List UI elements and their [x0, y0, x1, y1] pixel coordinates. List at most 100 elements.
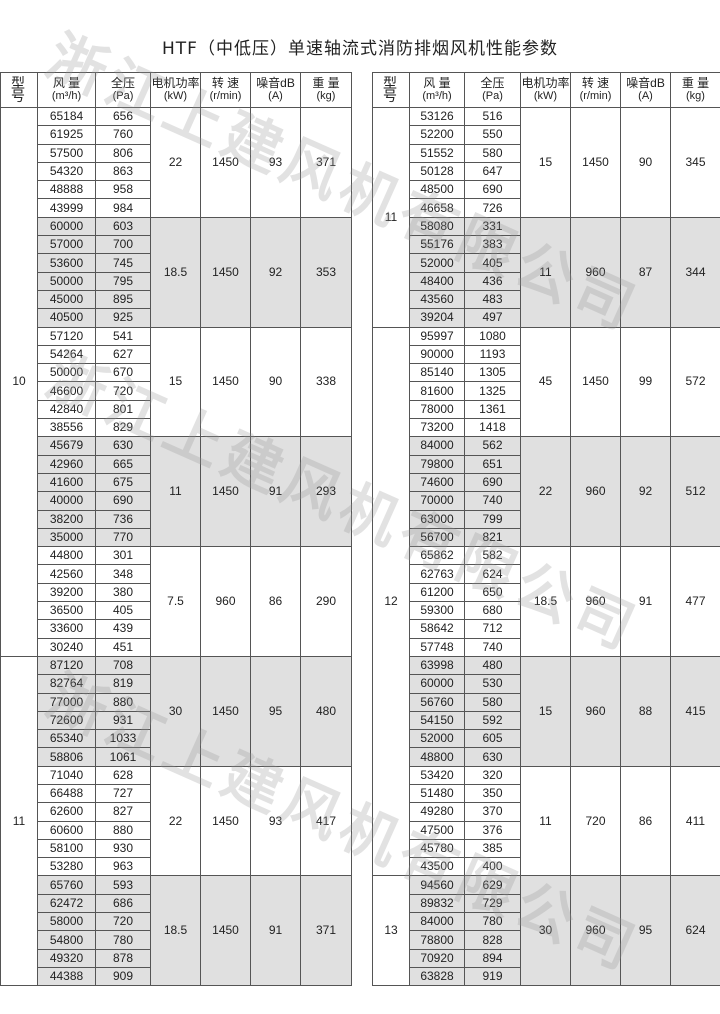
column-header-unit: (m³/h) [422, 90, 452, 102]
power-cell: 11 [520, 216, 571, 328]
weight-cell: 417 [300, 765, 352, 877]
column-header-label: 全压 [110, 76, 135, 90]
table-row: 38556 829 [1, 418, 352, 438]
airflow-cell: 63000 [409, 509, 465, 529]
airflow-cell: 53600 [37, 253, 96, 273]
table-row: 90000 1193 [373, 344, 720, 365]
column-header: 重 量 (kg) [670, 72, 720, 108]
model-cell: 11 [372, 107, 410, 328]
table-row: 84000 780 [373, 912, 720, 932]
column-header: 重 量 (kg) [300, 72, 352, 108]
pressure-cell: 878 [95, 948, 151, 968]
weight-cell: 345 [670, 107, 720, 218]
airflow-cell: 71040 [37, 765, 96, 785]
airflow-cell: 61925 [37, 125, 96, 145]
weight-cell: 338 [300, 326, 352, 438]
airflow-cell: 84000 [409, 912, 465, 932]
airflow-cell: 94560 [409, 875, 465, 895]
table-row: 61200 650 [373, 582, 720, 603]
table-row: 79800 651 [373, 454, 720, 474]
airflow-cell: 46600 [37, 381, 96, 401]
airflow-cell: 95997 [409, 326, 465, 346]
airflow-cell: 53420 [409, 765, 465, 785]
noise-cell: 86 [620, 765, 671, 877]
airflow-cell: 39200 [37, 582, 96, 603]
power-cell: 22 [520, 436, 571, 548]
pressure-cell: 925 [95, 308, 151, 328]
airflow-cell: 38556 [37, 418, 96, 438]
column-header: 型 号 [372, 72, 410, 108]
airflow-cell: 58806 [37, 747, 96, 767]
power-cell: 11 [150, 436, 201, 548]
table-row: 43560 483 [373, 289, 720, 310]
table-row: 53420 320 11 720 86 411 [373, 765, 720, 877]
table-row: 57000 700 [1, 235, 352, 255]
pressure-cell: 1418 [464, 418, 521, 438]
table-row: 36500 405 [1, 601, 352, 621]
table-row: 85140 1305 [373, 363, 720, 383]
table-row: 60600 880 [1, 820, 352, 840]
table-row: 35000 770 [1, 527, 352, 548]
column-header-label: 电机功率 [151, 76, 200, 90]
airflow-cell: 73200 [409, 418, 465, 438]
weight-cell: 371 [300, 875, 352, 987]
column-header-label: 重 量 [312, 76, 340, 90]
airflow-cell: 65340 [37, 729, 96, 749]
airflow-cell: 41600 [37, 472, 96, 493]
speed-cell: 1450 [570, 107, 621, 218]
airflow-cell: 35000 [37, 527, 96, 548]
pressure-cell: 931 [95, 710, 151, 731]
pressure-cell: 690 [95, 491, 151, 511]
pressure-cell: 930 [95, 838, 151, 859]
noise-cell: 90 [620, 107, 671, 218]
pressure-cell: 690 [464, 180, 521, 200]
airflow-cell: 70000 [409, 491, 465, 511]
airflow-cell: 60000 [37, 216, 96, 237]
airflow-cell: 39204 [409, 308, 465, 328]
table-row: 70000 740 [373, 491, 720, 511]
pressure-cell: 909 [95, 966, 151, 987]
column-header-label: 型 号 [383, 75, 399, 104]
pressure-cell: 680 [464, 601, 521, 621]
airflow-cell: 50000 [37, 271, 96, 291]
airflow-cell: 63998 [409, 655, 465, 676]
speed-cell: 1450 [200, 655, 251, 767]
table-row: 48500 690 [373, 180, 720, 200]
airflow-cell: 52000 [409, 729, 465, 749]
table-row: 11 87120 708 30 1450 95 480 [0, 655, 352, 987]
table-row: 51552 580 [373, 143, 720, 163]
airflow-cell: 45780 [409, 838, 465, 859]
pressure-cell: 380 [95, 582, 151, 603]
power-cell: 18.5 [520, 546, 571, 657]
column-header-unit: (Pa) [482, 90, 503, 102]
table-row: 63000 799 [373, 509, 720, 529]
model-cell: 11 [0, 655, 38, 987]
column-header-unit: (m³/h) [51, 90, 82, 102]
airflow-cell: 52000 [409, 253, 465, 273]
noise-cell: 91 [250, 875, 301, 987]
pressure-cell: 370 [464, 802, 521, 822]
table-row: 48800 630 [373, 747, 720, 767]
pressure-cell: 880 [95, 692, 151, 712]
model-cell: 13 [372, 875, 410, 987]
power-cell: 30 [520, 875, 571, 987]
power-cell: 18.5 [150, 875, 201, 987]
table-row: 58100 930 [1, 838, 352, 859]
table-row: 41600 675 [1, 472, 352, 493]
noise-cell: 91 [250, 436, 301, 548]
pressure-cell: 624 [464, 564, 521, 584]
power-cell: 7.5 [150, 546, 201, 657]
noise-cell: 90 [250, 326, 301, 438]
airflow-cell: 40000 [37, 491, 96, 511]
table-row: 13 94560 629 30 960 95 624 [372, 875, 720, 987]
pressure-cell: 740 [464, 637, 521, 657]
airflow-cell: 54264 [37, 344, 96, 365]
table-row: 78800 828 [373, 930, 720, 950]
airflow-cell: 45679 [37, 436, 96, 456]
weight-cell: 411 [670, 765, 720, 877]
airflow-cell: 42560 [37, 564, 96, 584]
pressure-cell: 690 [464, 472, 521, 493]
column-header: 型 号 [0, 72, 38, 108]
airflow-cell: 43560 [409, 289, 465, 310]
model-cell: 12 [372, 326, 410, 877]
